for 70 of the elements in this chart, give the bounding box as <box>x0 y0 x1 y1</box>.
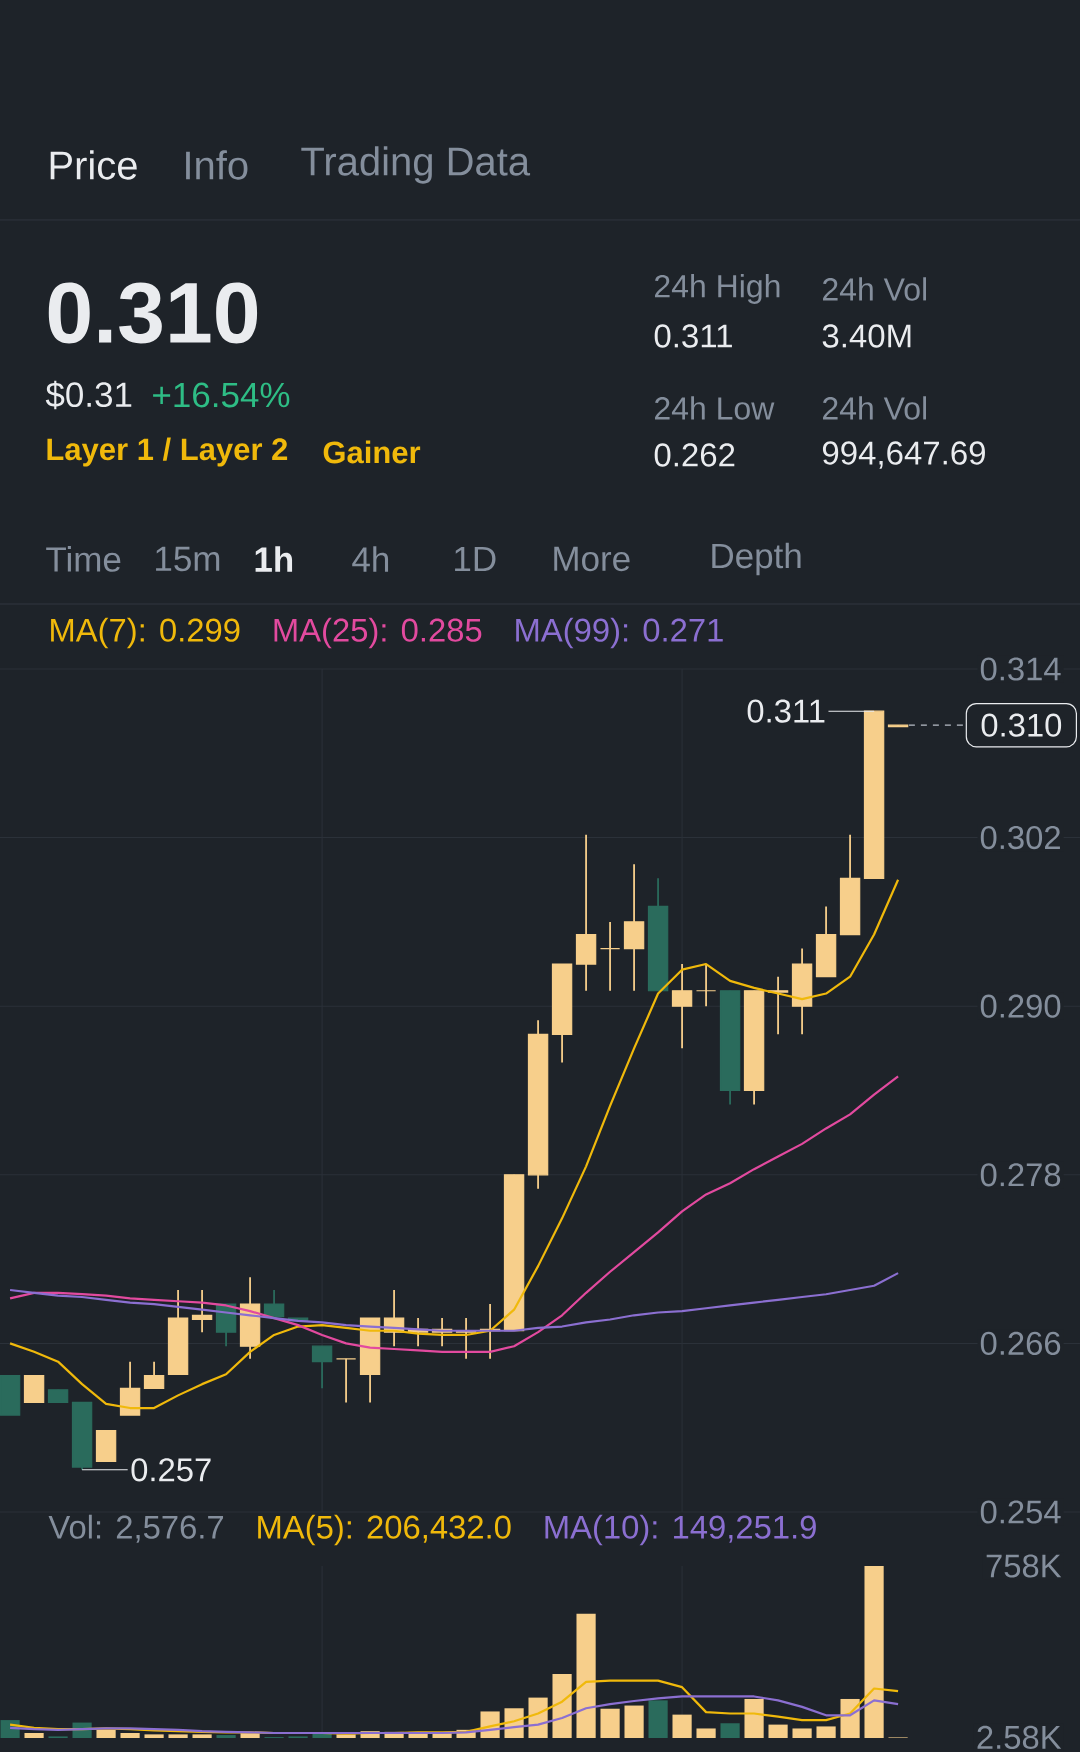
text: 0.262 <box>654 443 735 467</box>
text: 0.310 <box>48 282 258 344</box>
text: MA(99): 0.271 <box>516 617 723 649</box>
text: $0.31 <box>45 380 132 410</box>
text: Gainer <box>323 440 421 464</box>
text: Trading Data <box>301 146 531 184</box>
candlestick <box>335 1357 357 1404</box>
text: MA(5): 206,432.0 <box>258 1514 511 1546</box>
text: Time <box>46 546 121 572</box>
bar <box>744 1698 764 1738</box>
candlestick <box>695 963 717 1008</box>
candlestick <box>143 1360 165 1390</box>
candlestick <box>263 1289 285 1318</box>
bar <box>96 1729 116 1738</box>
line-series <box>8 878 900 1410</box>
text: 994,647.69 <box>822 441 985 469</box>
bar <box>864 1565 884 1738</box>
bar <box>240 1733 260 1738</box>
y-tick-label: 0.314 <box>980 657 1061 681</box>
bar <box>120 1733 140 1738</box>
bar <box>792 1728 812 1738</box>
y-tick-label: 0.254 <box>980 1500 1061 1524</box>
bar <box>576 1613 596 1738</box>
y-tick-label: 758K <box>986 1554 1062 1578</box>
y-tick-label: 0.266 <box>980 1331 1061 1355</box>
bar <box>600 1708 620 1738</box>
y-tick-label: 2.58K <box>977 1725 1062 1750</box>
text: Info <box>186 150 248 180</box>
text: 1h <box>255 546 293 572</box>
bar <box>552 1674 572 1738</box>
bar <box>168 1734 188 1738</box>
bar <box>720 1723 740 1738</box>
bar <box>816 1726 836 1738</box>
text: 24h Vol <box>823 277 927 301</box>
text: MA(7): 0.299 <box>51 617 240 649</box>
candlestick <box>599 920 621 992</box>
text: 15m <box>156 546 220 572</box>
text: 1D <box>455 546 496 572</box>
text: 24h Vol <box>823 396 927 420</box>
text: Price <box>50 150 137 180</box>
bar <box>144 1734 164 1738</box>
bar <box>648 1700 668 1738</box>
bar <box>696 1728 716 1738</box>
y-tick-label: 0.278 <box>980 1163 1061 1187</box>
bar <box>216 1735 236 1738</box>
bar <box>192 1734 212 1738</box>
candlestick <box>191 1289 213 1334</box>
bar <box>768 1724 788 1738</box>
bar <box>24 1733 44 1738</box>
annotation: 0.311 <box>747 699 825 723</box>
text: 24h Low <box>655 396 775 420</box>
text: Layer 1 / Layer 2 <box>47 437 288 467</box>
bar <box>624 1705 644 1738</box>
text: 0.311 <box>654 324 732 348</box>
text: Vol: 2,576.7 <box>48 1514 224 1543</box>
text: 3.40M <box>822 324 911 348</box>
text: MA(25): 0.285 <box>274 617 482 649</box>
bar <box>672 1714 692 1738</box>
candlestick <box>671 963 693 1050</box>
text: More <box>554 546 630 572</box>
text: +16.54% <box>153 382 290 408</box>
text: Depth <box>712 542 801 576</box>
y-tick-label: 0.290 <box>980 994 1061 1018</box>
text: MA(10): 149,251.9 <box>545 1514 816 1546</box>
text: 4h <box>352 546 389 572</box>
candlestick <box>311 1345 333 1390</box>
annotation: 0.257 <box>131 1458 211 1482</box>
ref-line-label: 0.310 <box>981 713 1062 737</box>
y-tick-label: 0.302 <box>980 825 1060 850</box>
text: 24h High <box>655 274 780 304</box>
